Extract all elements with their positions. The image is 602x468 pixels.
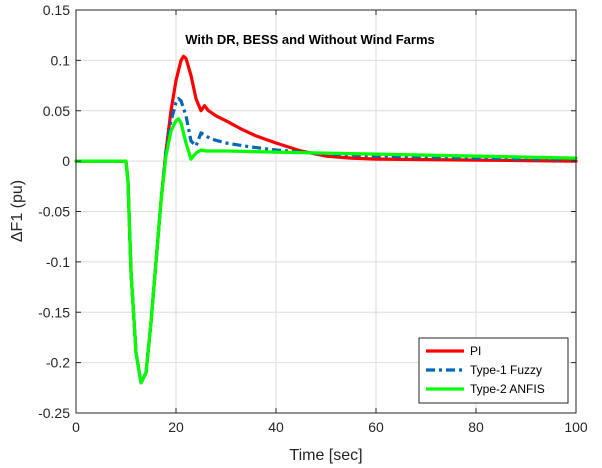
y-tick-label: -0.25 xyxy=(38,405,70,421)
y-tick-label: 0.05 xyxy=(43,103,70,119)
legend: PI Type-1 Fuzzy Type-2 ANFIS xyxy=(418,337,569,404)
y-tick-label: -0.15 xyxy=(38,304,70,320)
x-tick-label: 20 xyxy=(168,419,184,435)
x-tick-label: 0 xyxy=(72,419,80,435)
y-tick-label: 0.1 xyxy=(51,52,71,68)
x-axis-label: Time [sec] xyxy=(289,447,362,464)
y-tick-label: -0.05 xyxy=(38,204,70,220)
y-tick-label: -0.2 xyxy=(46,355,70,371)
series-line-3 xyxy=(74,117,578,385)
legend-label: PI xyxy=(470,344,481,358)
y-tick-label: 0.15 xyxy=(43,2,70,18)
legend-label: Type-1 Fuzzy xyxy=(470,363,542,377)
y-axis-label: ΔF1 (pu) xyxy=(9,180,26,242)
y-tick-label: -0.1 xyxy=(46,254,70,270)
y-tick-label: 0 xyxy=(62,153,70,169)
series-group xyxy=(74,54,578,385)
legend-label: Type-2 ANFIS xyxy=(470,382,545,396)
x-tick-label: 60 xyxy=(368,419,384,435)
chart-title: With DR, BESS and Without Wind Farms xyxy=(185,32,435,47)
legend-box xyxy=(418,337,569,404)
x-tick-label: 80 xyxy=(468,419,484,435)
x-tick-label: 40 xyxy=(268,419,284,435)
x-tick-label: 100 xyxy=(564,419,588,435)
tick-labels: 0 20 40 60 80 100 0.15 0.1 0.05 0 -0.05 -0.1 -0.15 -0… xyxy=(38,2,588,435)
